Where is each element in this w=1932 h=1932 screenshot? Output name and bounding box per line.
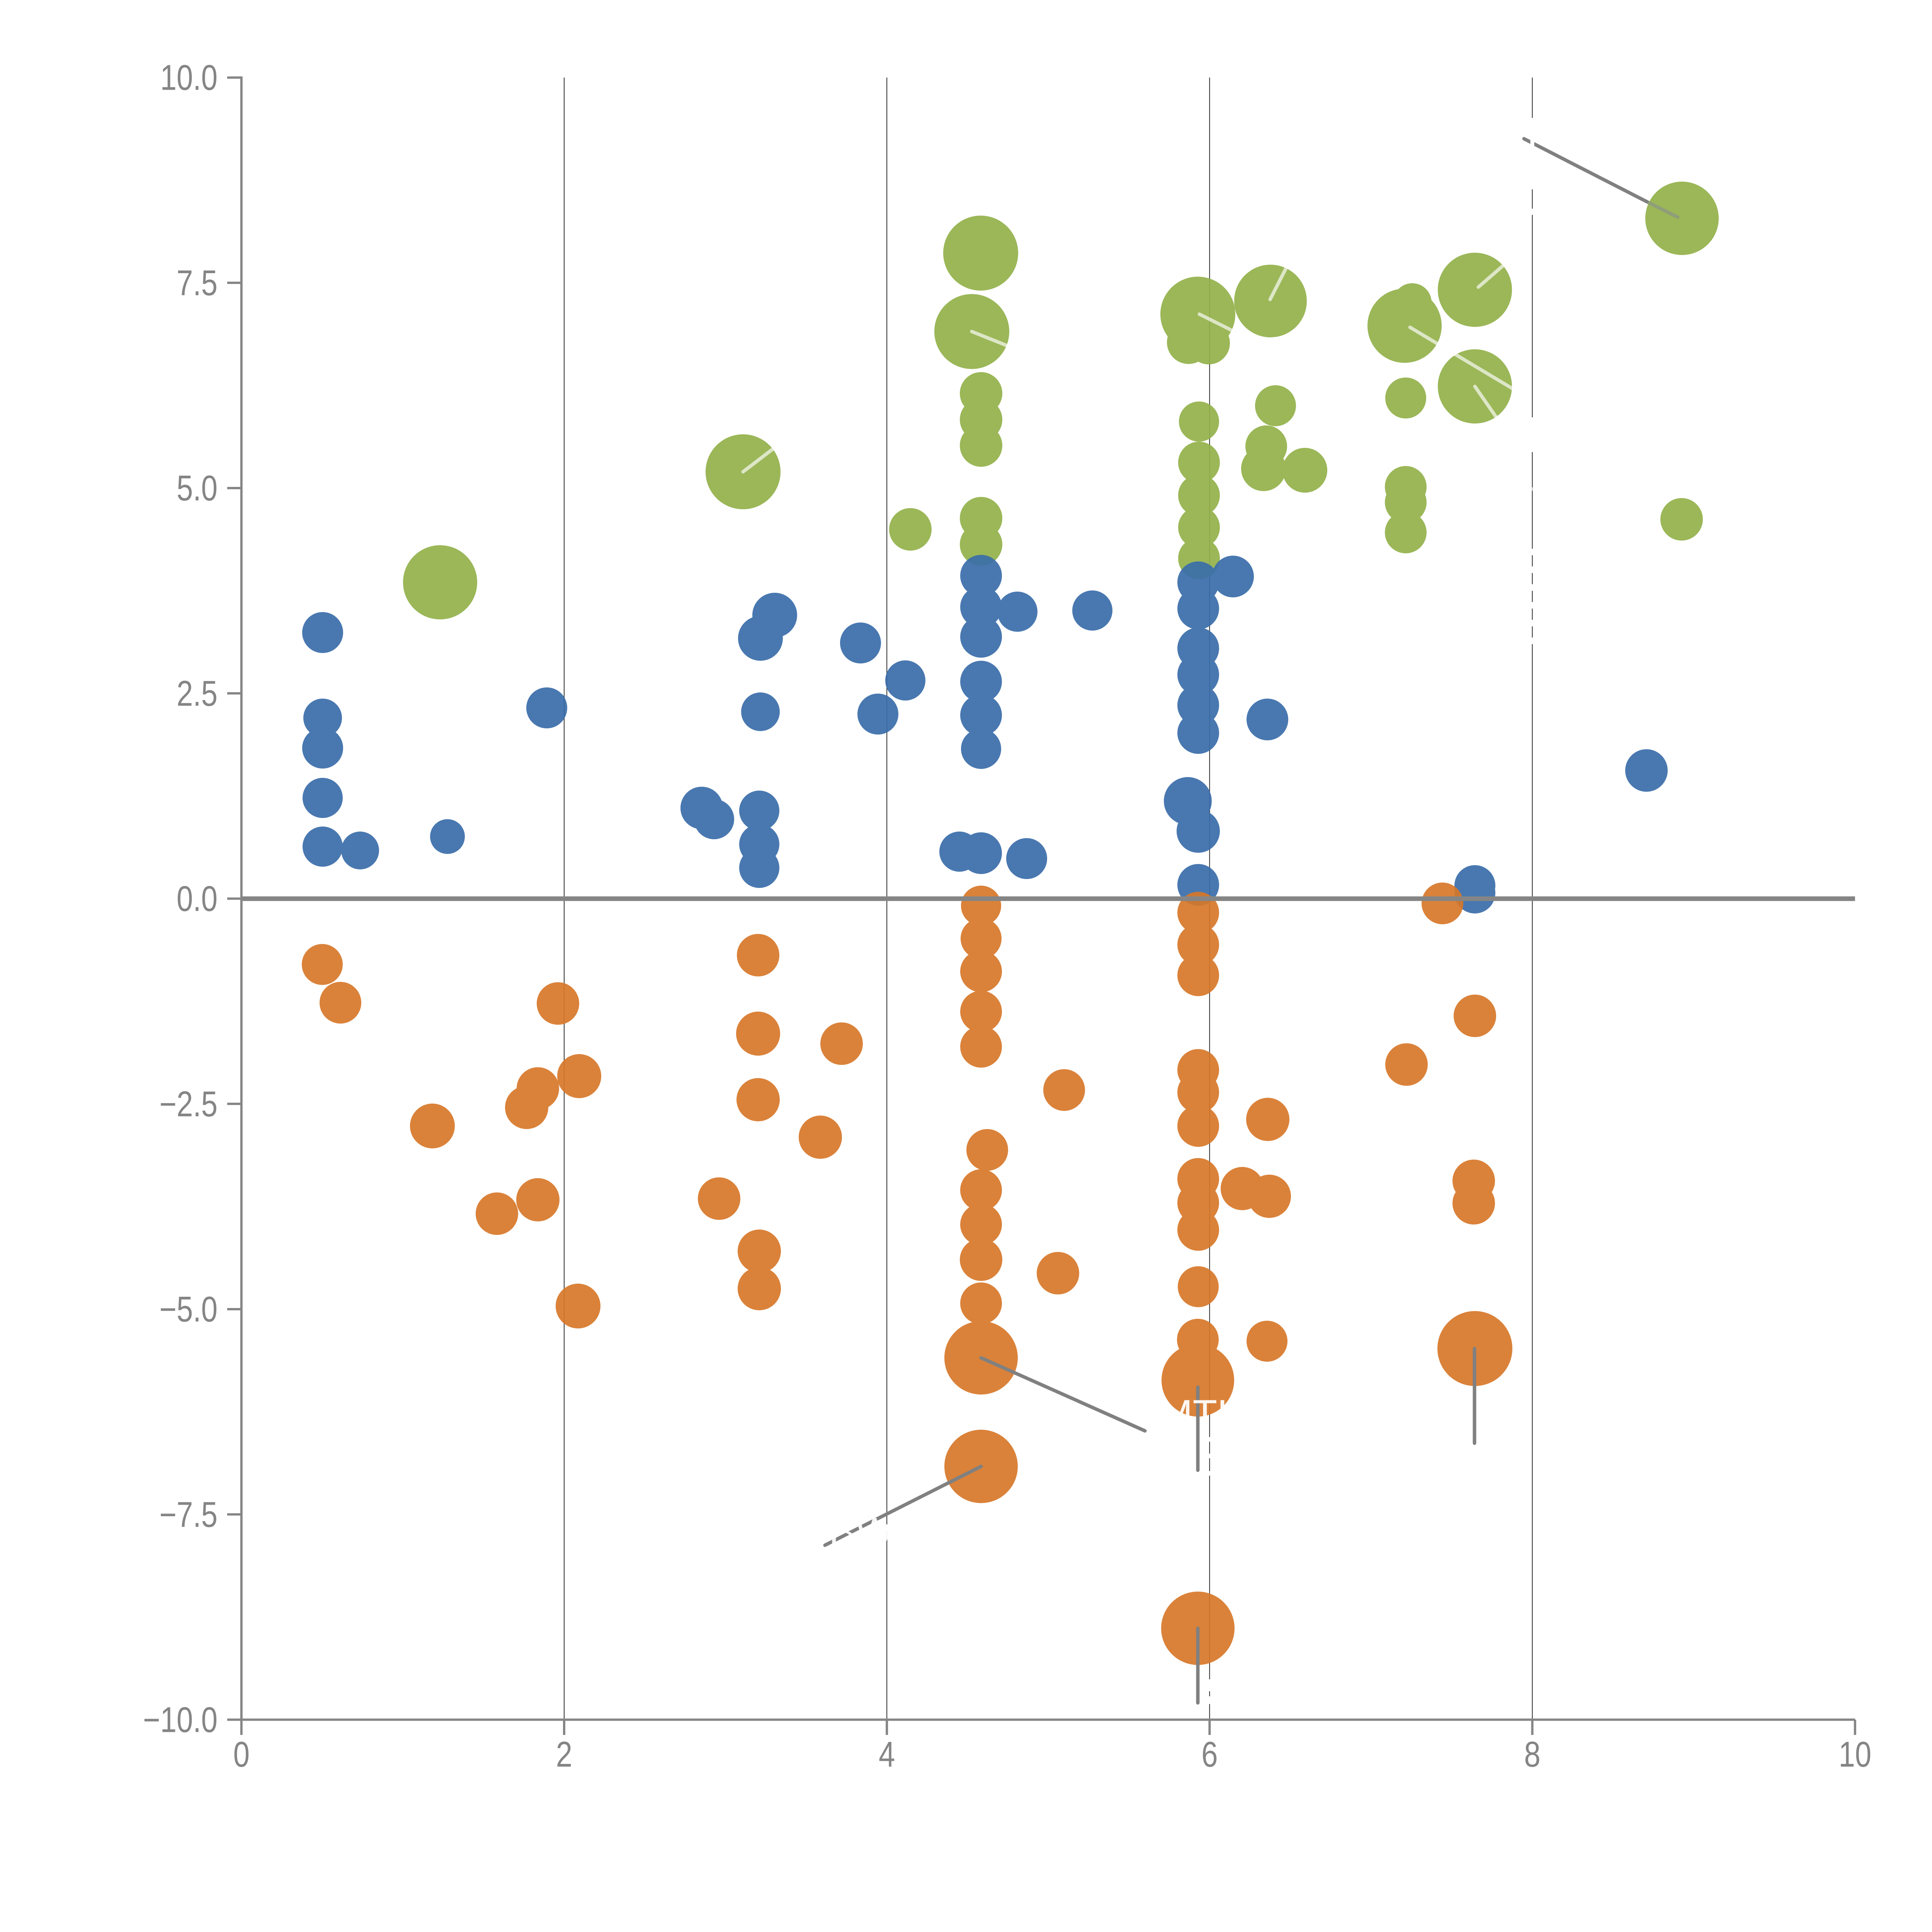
svg-text:10.0: 10.0 [160,58,218,98]
svg-text:10: 10 [1838,1735,1871,1775]
svg-text:7.5: 7.5 [177,263,218,303]
svg-text:2: 2 [556,1735,572,1775]
svg-text:8: 8 [1524,1735,1540,1775]
svg-text:BW: BW [829,1510,894,1554]
svg-text:4: 4 [879,1735,895,1775]
svg-text:6: 6 [1201,1735,1218,1775]
svg-text:0: 0 [233,1735,250,1775]
svg-text:−5.0: −5.0 [159,1289,218,1330]
svg-text:0.0: 0.0 [177,879,218,919]
svg-text:−7.5: −7.5 [159,1495,218,1535]
svg-text:−10.0: −10.0 [143,1700,218,1740]
svg-text:2.5: 2.5 [177,673,218,714]
svg-text:−2.5: −2.5 [159,1084,218,1124]
svg-text:5.0: 5.0 [177,468,218,509]
svg-text:MTL: MTL [1159,1392,1240,1437]
